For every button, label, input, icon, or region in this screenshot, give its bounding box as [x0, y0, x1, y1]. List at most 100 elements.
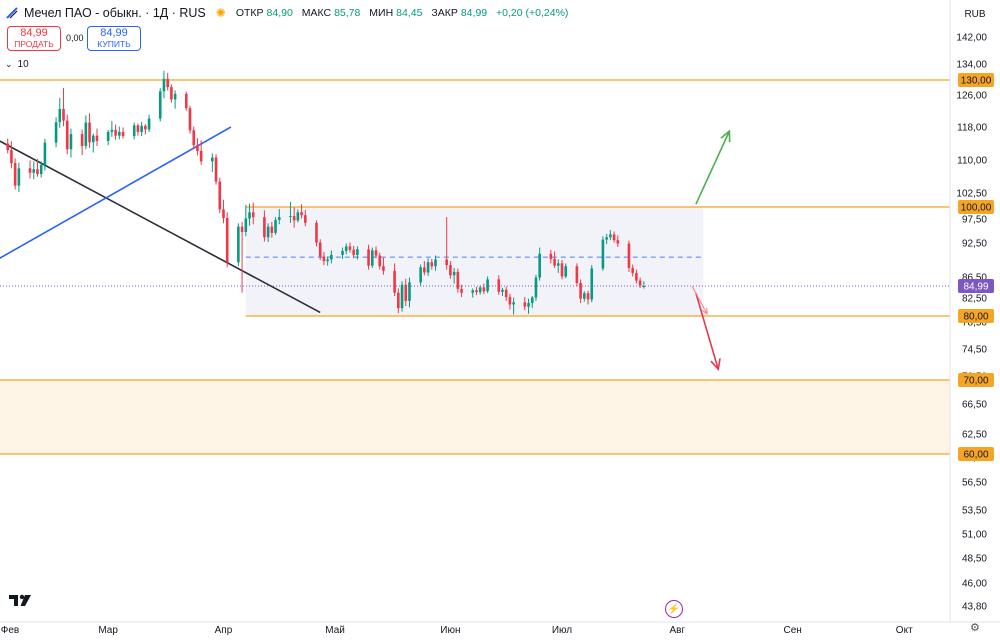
trendline-descending[interactable]	[0, 139, 321, 314]
candle-body[interactable]	[248, 212, 251, 219]
candle-body[interactable]	[330, 254, 333, 260]
candle-body[interactable]	[147, 118, 151, 130]
candle-body[interactable]	[43, 142, 47, 165]
candle-body[interactable]	[501, 289, 504, 292]
trendline-ascending[interactable]	[0, 126, 232, 260]
candle-body[interactable]	[419, 267, 422, 283]
candle-body[interactable]	[616, 240, 620, 244]
candle-body[interactable]	[36, 169, 39, 175]
candle-body[interactable]	[58, 109, 62, 123]
candle-body[interactable]	[560, 263, 564, 277]
candle-body[interactable]	[95, 135, 99, 142]
candle-body[interactable]	[158, 91, 162, 119]
candle-body[interactable]	[497, 279, 501, 292]
candle-body[interactable]	[344, 246, 348, 251]
candle-body[interactable]	[553, 258, 556, 266]
candle-body[interactable]	[549, 253, 553, 259]
candle-body[interactable]	[631, 267, 634, 274]
candle-body[interactable]	[356, 249, 359, 255]
candle-body[interactable]	[635, 273, 638, 281]
candle-body[interactable]	[289, 216, 292, 218]
candle-body[interactable]	[638, 280, 642, 286]
candle-body[interactable]	[460, 288, 463, 293]
bolt-icon[interactable]: ⚡	[665, 600, 683, 618]
candle-body[interactable]	[456, 271, 460, 289]
buy-button[interactable]: 84,99 КУПИТЬ	[87, 26, 141, 51]
candle-body[interactable]	[609, 234, 612, 238]
candle-body[interactable]	[556, 263, 560, 266]
candle-body[interactable]	[296, 212, 300, 221]
candle-body[interactable]	[449, 265, 452, 276]
candle-body[interactable]	[136, 125, 140, 132]
candle-body[interactable]	[326, 259, 329, 262]
candle-body[interactable]	[348, 246, 352, 250]
candle-body[interactable]	[370, 250, 374, 266]
candle-body[interactable]	[292, 216, 296, 221]
candle-body[interactable]	[382, 266, 385, 271]
candle-body[interactable]	[534, 277, 538, 298]
candle-body[interactable]	[106, 131, 110, 142]
candle-body[interactable]	[121, 131, 125, 137]
candle-body[interactable]	[173, 93, 177, 100]
candle-body[interactable]	[352, 249, 355, 255]
candle-body[interactable]	[110, 129, 114, 132]
candle-body[interactable]	[84, 122, 88, 146]
candle-body[interactable]	[426, 262, 430, 273]
candle-body[interactable]	[196, 145, 199, 151]
arrow-down[interactable]	[695, 292, 720, 370]
settings-gear-icon[interactable]: ⚙	[970, 622, 980, 634]
candle-body[interactable]	[218, 181, 222, 210]
candle-body[interactable]	[270, 226, 274, 233]
candle-body[interactable]	[10, 150, 13, 164]
candle-body[interactable]	[62, 109, 65, 121]
candle-body[interactable]	[538, 253, 541, 278]
candle-body[interactable]	[188, 108, 192, 131]
symbol-title[interactable]: Мечел ПАО - обыкн. · 1Д · RUS	[24, 6, 206, 20]
candle-body[interactable]	[132, 125, 136, 137]
support-zone[interactable]	[0, 380, 950, 454]
candle-body[interactable]	[408, 282, 411, 301]
candle-body[interactable]	[6, 143, 10, 151]
candle-body[interactable]	[266, 226, 270, 238]
sell-button[interactable]: 84,99 ПРОДАТЬ	[7, 26, 61, 51]
candle-body[interactable]	[140, 125, 143, 132]
candle-body[interactable]	[530, 297, 534, 304]
candle-body[interactable]	[627, 243, 631, 268]
candle-body[interactable]	[478, 287, 482, 293]
candle-body[interactable]	[54, 122, 58, 143]
candle-body[interactable]	[17, 168, 21, 186]
candle-body[interactable]	[237, 226, 240, 263]
candle-body[interactable]	[170, 87, 173, 100]
candle-body[interactable]	[277, 217, 281, 220]
candle-body[interactable]	[475, 290, 478, 293]
candle-body[interactable]	[486, 279, 489, 292]
candle-body[interactable]	[144, 125, 147, 130]
candle-body[interactable]	[586, 293, 590, 300]
currency-selector[interactable]: RUB	[964, 8, 986, 20]
candle-body[interactable]	[400, 284, 404, 309]
candle-body[interactable]	[225, 218, 229, 263]
candle-body[interactable]	[642, 286, 646, 287]
arrow-up[interactable]	[695, 130, 731, 205]
candle-body[interactable]	[28, 168, 32, 173]
candle-body[interactable]	[341, 250, 344, 255]
tradingview-logo-icon[interactable]	[8, 592, 34, 608]
candle-body[interactable]	[199, 150, 203, 162]
candle-body[interactable]	[471, 290, 475, 293]
candle-body[interactable]	[32, 169, 36, 173]
candle-body[interactable]	[315, 222, 318, 243]
volume-indicator[interactable]: ⌄ 10	[5, 57, 29, 71]
candle-body[interactable]	[612, 234, 616, 241]
candle-body[interactable]	[590, 268, 594, 300]
candle-body[interactable]	[91, 135, 95, 143]
candle-body[interactable]	[434, 259, 437, 267]
candle-body[interactable]	[69, 134, 73, 150]
candle-body[interactable]	[222, 209, 225, 219]
candle-body[interactable]	[512, 302, 515, 305]
candle-body[interactable]	[445, 259, 448, 266]
candle-body[interactable]	[65, 120, 69, 150]
candle-body[interactable]	[244, 218, 248, 232]
candle-body[interactable]	[575, 266, 579, 283]
candle-body[interactable]	[378, 255, 382, 267]
candle-body[interactable]	[263, 217, 266, 238]
